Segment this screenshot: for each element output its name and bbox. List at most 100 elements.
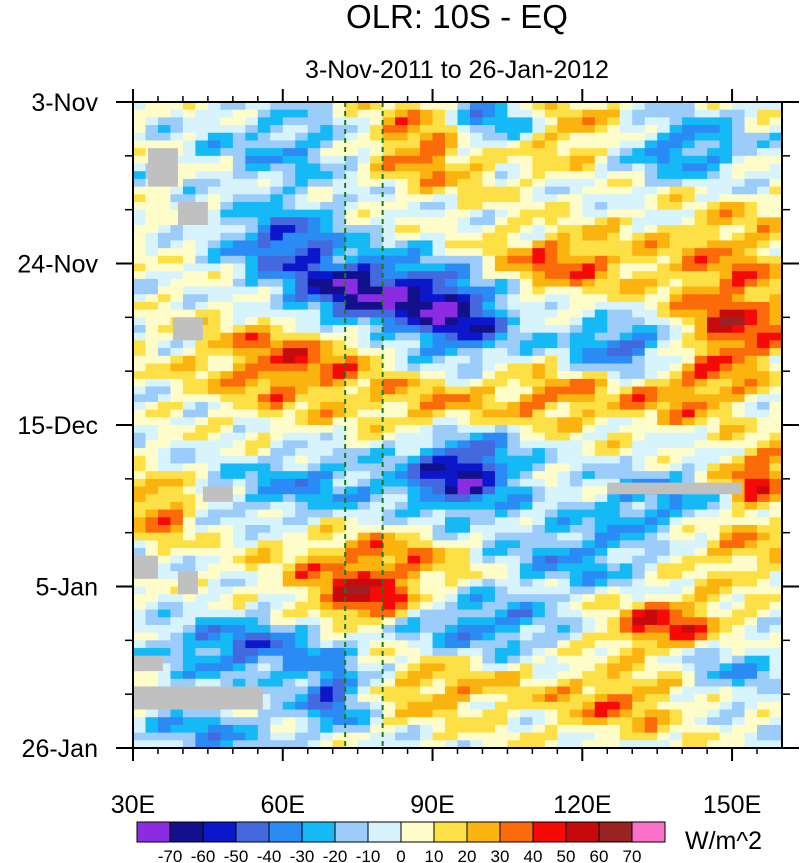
colorbar-labels: -70 -60 -50 -40 -30 -20 -10 0 10 20 30 4…	[158, 847, 642, 863]
heatmap-cell	[769, 671, 783, 680]
heatmap-cell	[220, 255, 234, 265]
heatmap-cell	[407, 109, 421, 118]
heatmap-cell	[607, 571, 621, 580]
heatmap-cell	[719, 417, 733, 426]
heatmap-cell	[133, 417, 147, 426]
heatmap-cell	[245, 109, 259, 118]
heatmap-cell	[569, 448, 583, 457]
heatmap-cell	[145, 648, 159, 657]
heatmap-cell	[457, 540, 471, 549]
heatmap-cell	[482, 578, 496, 588]
heatmap-cell	[320, 363, 334, 372]
heatmap-cell	[732, 378, 746, 388]
heatmap-cell	[457, 286, 471, 295]
heatmap-cell	[757, 102, 771, 111]
heatmap-cell	[420, 194, 434, 203]
heatmap-cell	[345, 363, 359, 372]
heatmap-cell	[345, 432, 359, 441]
heatmap-cell	[757, 378, 771, 388]
heatmap-cell	[532, 102, 546, 111]
heatmap-cell	[757, 186, 771, 195]
heatmap-cell	[719, 386, 733, 395]
heatmap-cell	[245, 548, 259, 557]
heatmap-cell	[769, 694, 783, 703]
heatmap-cell	[207, 217, 221, 226]
heatmap-cell	[494, 655, 509, 664]
heatmap-cell	[370, 517, 384, 526]
heatmap-cell	[582, 217, 596, 226]
heatmap-cell	[157, 586, 172, 595]
heatmap-cell	[345, 740, 359, 749]
heatmap-cell	[207, 363, 221, 372]
heatmap-cell	[307, 601, 321, 611]
heatmap-cell	[370, 255, 384, 265]
heatmap-cell	[619, 301, 633, 311]
heatmap-cell	[457, 617, 471, 626]
heatmap-cell	[357, 417, 371, 426]
heatmap-cell	[744, 178, 758, 188]
heatmap-cell	[582, 309, 596, 318]
heatmap-cell	[282, 125, 296, 134]
heatmap-cell	[719, 517, 733, 526]
heatmap-cell	[569, 325, 583, 334]
heatmap-cell	[307, 501, 321, 511]
heatmap-cell	[769, 325, 783, 334]
heatmap-cell	[145, 309, 159, 318]
heatmap-cell	[245, 371, 259, 380]
heatmap-cell	[382, 586, 396, 595]
heatmap-cell	[320, 240, 334, 249]
heatmap-cell	[557, 317, 571, 326]
heatmap-cell	[644, 363, 658, 372]
heatmap-cell	[407, 255, 421, 265]
heatmap-cell	[345, 194, 359, 203]
colorbar-swatch	[202, 821, 237, 843]
heatmap-cell	[145, 117, 159, 126]
heatmap-cell	[407, 140, 421, 149]
heatmap-cell	[320, 294, 334, 303]
heatmap-cell	[295, 194, 309, 203]
heatmap-cell	[295, 640, 309, 649]
heatmap-cell	[544, 601, 558, 611]
heatmap-cell	[245, 617, 259, 626]
heatmap-cell	[694, 255, 708, 265]
heatmap-cell	[382, 478, 396, 488]
heatmap-cell	[657, 194, 671, 203]
heatmap-cell	[145, 678, 159, 688]
heatmap-cell	[719, 501, 733, 511]
heatmap-cell	[457, 440, 471, 449]
heatmap-cell	[395, 448, 409, 457]
heatmap-cell	[544, 524, 558, 534]
heatmap-cell	[557, 448, 571, 457]
heatmap-cell	[557, 501, 571, 511]
heatmap-cell	[195, 609, 209, 618]
heatmap-cell	[532, 409, 546, 418]
heatmap-cell	[644, 555, 658, 565]
heatmap-cell	[407, 432, 421, 441]
heatmap-cell	[682, 732, 696, 741]
heatmap-cell	[445, 355, 459, 365]
heatmap-cell	[619, 109, 633, 118]
heatmap-cell	[769, 648, 783, 657]
heatmap-cell	[445, 732, 459, 741]
heatmap-cell	[432, 332, 446, 341]
heatmap-cell	[469, 709, 484, 718]
heatmap-cell	[370, 355, 384, 365]
heatmap-cell	[532, 671, 546, 680]
heatmap-cell	[494, 163, 509, 172]
heatmap-cell	[694, 594, 708, 603]
heatmap-cell	[432, 132, 446, 142]
heatmap-cell	[644, 586, 658, 595]
heatmap-cell	[270, 255, 284, 265]
heatmap-cell	[619, 732, 633, 741]
heatmap-cell	[719, 509, 733, 518]
heatmap-cell	[220, 432, 234, 441]
heatmap-cell	[145, 132, 159, 142]
heatmap-cell	[332, 294, 346, 303]
heatmap-cell	[719, 217, 733, 226]
heatmap-cell	[357, 486, 371, 495]
heatmap-cell	[582, 378, 596, 388]
heatmap-cell	[345, 371, 359, 380]
heatmap-cell	[382, 563, 396, 572]
heatmap-cell	[469, 694, 484, 703]
heatmap-cell	[594, 278, 608, 288]
